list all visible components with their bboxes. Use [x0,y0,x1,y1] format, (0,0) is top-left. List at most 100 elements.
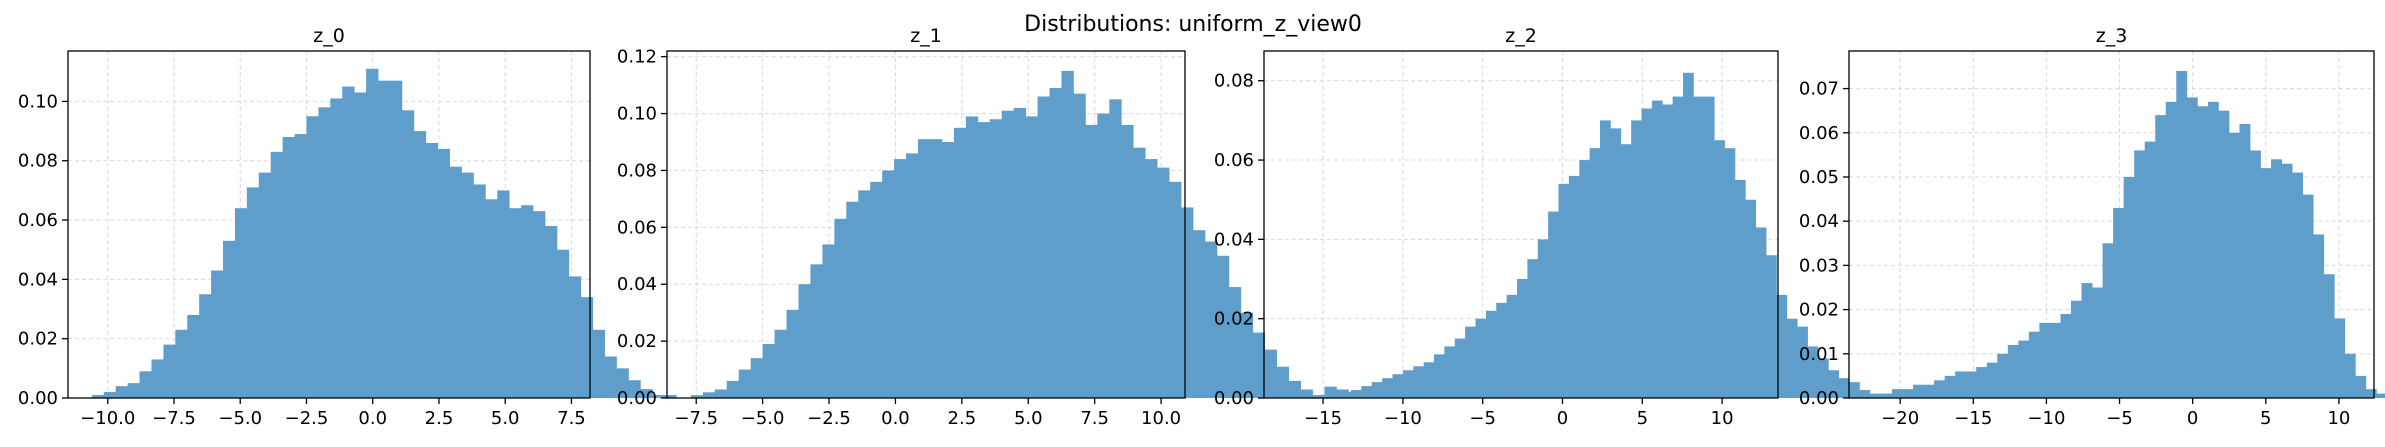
x-tick-label: −5 [1469,408,1496,429]
histogram-bar [1169,181,1182,398]
x-tick-label: 5.0 [491,408,520,429]
histogram-bar [1641,108,1653,398]
histogram-bar [604,356,617,398]
histogram-bar [941,142,955,398]
histogram-bar [1817,358,1829,398]
histogram-bar [1288,380,1301,398]
histogram-bar [1568,175,1580,398]
subplot-1: −7.5 −5.0 −2.5 0.0 2.5 5.0 7.5 10.0 0.00 0.02 0.04… [617,25,1373,429]
histogram-bar [2165,101,2177,398]
histogram-bar [1013,107,1027,398]
x-tick-label: −20 [1881,408,1919,429]
y-tick-label: 0.10 [617,104,657,125]
histogram-bar [1485,310,1497,398]
histogram-bar [2207,101,2219,398]
histogram-bar [2018,340,2030,398]
histogram-bar [2260,168,2272,398]
histogram-bar [425,142,439,398]
histogram-bar [2092,287,2103,398]
x-tick-label: −15 [1954,408,1992,429]
histogram-bar [1923,384,1935,398]
histogram-bar [628,380,641,398]
histogram-bar [1734,179,1746,398]
histogram-bar [1361,386,1373,398]
histogram-bar [1537,239,1549,398]
histogram-bar [1997,353,2009,398]
histogram-bar [449,166,462,398]
histogram-bar [1240,312,1254,398]
histogram-bar [1944,375,1956,398]
x-tick-label: 10 [2327,408,2350,429]
histogram-bar [1133,147,1146,398]
histogram-bar [762,343,775,398]
histogram-bar [592,329,605,398]
histogram-bar [1714,140,1725,398]
histogram-bar [2334,318,2346,398]
x-tick-label: −5.0 [218,408,262,429]
histogram-bar [1423,362,1435,398]
histogram-bar [2155,115,2167,398]
histogram-bar [1454,338,1466,398]
histogram-bar [1340,392,1352,398]
histogram-bar [2081,283,2093,398]
x-tick-label: 5 [2260,408,2271,429]
histogram-bar [223,240,236,398]
histogram-bar [2123,176,2135,398]
subplot-2: −15 −10 −5 0 5 10 0.00 0.02 0.04 0.06 0.08 z_2 [1214,25,1891,429]
histogram-bar [366,68,379,399]
histogram-bar [1025,116,1038,398]
histogram-bar [1382,378,1393,398]
histogram-bar [318,107,331,398]
histogram-bar [1402,370,1414,398]
histogram-bar [870,181,883,398]
histogram-bar [413,131,427,399]
histogram-bar [330,98,343,398]
histogram-bar [2060,314,2072,398]
histogram-bar [1558,183,1570,398]
histogram-bar [246,187,260,398]
histogram-bar [258,172,272,398]
histogram-bar [1620,144,1632,398]
histogram-bar [2049,322,2061,398]
x-tick-label: 10 [1711,408,1734,429]
histogram-bar [1228,287,1242,398]
histogram-bar [1181,207,1194,398]
histogram-bar [580,297,594,398]
histogram-bar [1651,100,1663,399]
y-tick-label: 0.00 [1799,388,1839,409]
x-tick-label: −7.5 [674,408,718,429]
histogram-bar [2365,389,2377,398]
histogram-bar [953,127,967,399]
histogram-bar [401,110,415,399]
x-tick-label: 0.0 [358,408,387,429]
subplot-0: −10.0 −7.5 −5.0 −2.5 0.0 2.5 5.0 7.5 0.00 0.02 0.0… [18,25,677,429]
histogram-bar [2144,141,2156,398]
histogram-bar [1276,366,1289,398]
subplot-title: z_2 [1505,25,1537,47]
histogram-bar [163,344,176,398]
histogram-bar [1807,346,1819,398]
histogram-bar [1610,128,1622,398]
histogram-bar [294,134,307,399]
histogram-bar [1579,160,1591,398]
y-tick-label: 0.08 [617,160,657,181]
histogram-bar [1157,167,1170,398]
histogram-bar [389,80,403,399]
histogram-bar [2197,106,2209,399]
histogram-bar [127,383,140,398]
histogram-bar [1392,374,1404,398]
y-tick-label: 0.06 [1214,150,1254,171]
x-tick-label: −10.0 [80,408,135,429]
x-tick-label: 0 [1557,408,1568,429]
histogram-bar [211,270,224,398]
histogram-bar [1672,96,1684,398]
histogram-bar [774,329,787,398]
histogram-bar [1299,396,1310,398]
x-tick-label: −5.0 [741,408,785,429]
y-tick-label: 0.06 [18,210,58,231]
histogram-bar [690,395,704,398]
histogram-bar [616,368,629,398]
histogram-bar [1252,332,1266,398]
histogram-bar [2239,123,2251,398]
